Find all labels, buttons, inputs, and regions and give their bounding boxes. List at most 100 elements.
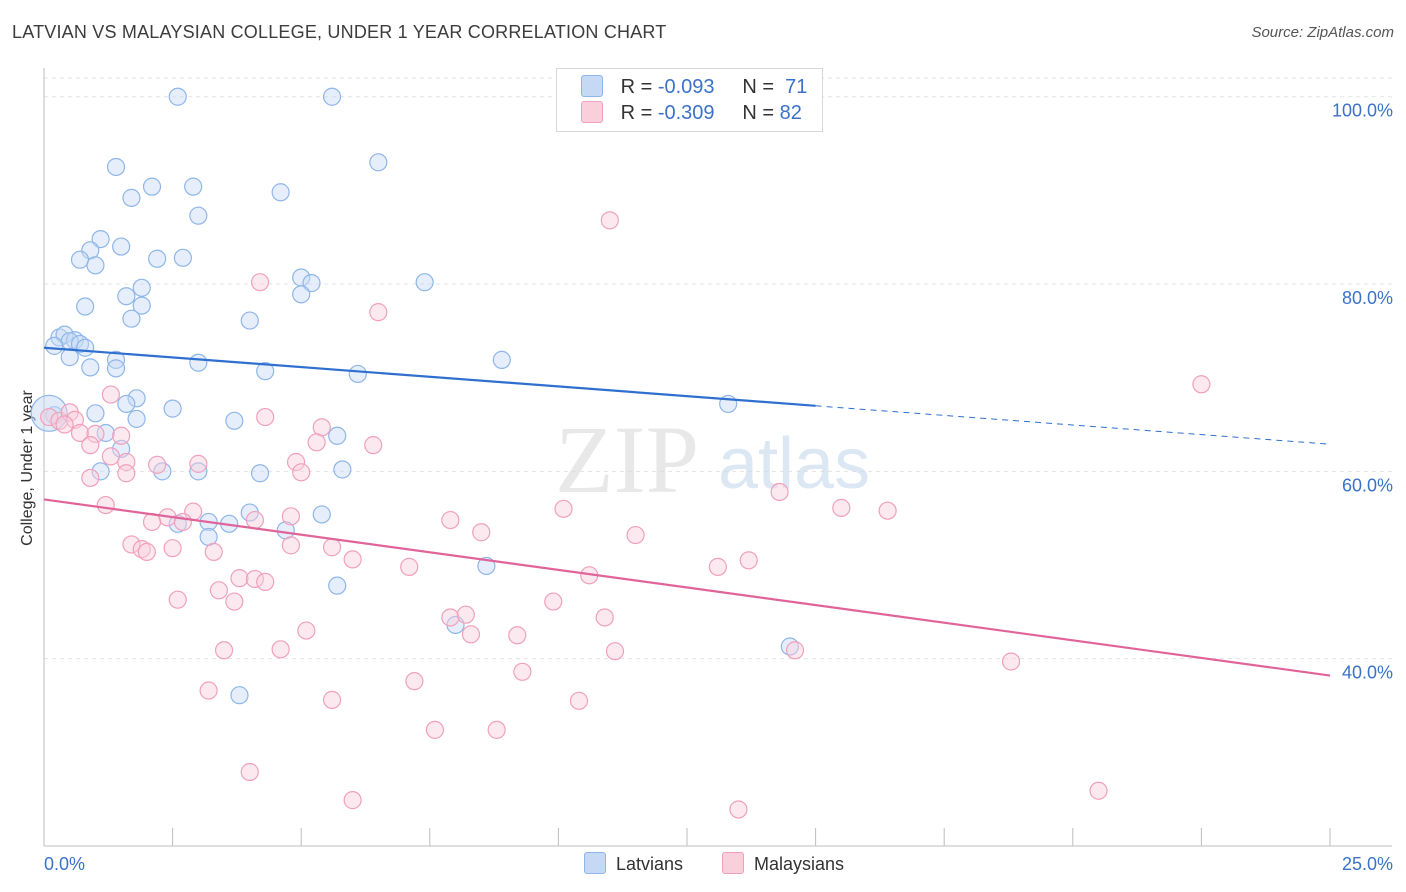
bottom-legend-latvians: Latvians bbox=[584, 852, 683, 875]
watermark-atlas: atlas bbox=[718, 424, 870, 504]
latvians-trend-extension bbox=[815, 405, 1331, 445]
trend-lines bbox=[43, 346, 1331, 677]
malaysians-point bbox=[1001, 652, 1021, 671]
malaysians-point bbox=[739, 551, 758, 570]
latvians-point bbox=[250, 464, 270, 483]
malaysians-point bbox=[472, 523, 491, 542]
latvians-point bbox=[230, 686, 249, 705]
latvians-point bbox=[189, 462, 208, 481]
latvians-point bbox=[256, 362, 275, 381]
malaysians-point bbox=[199, 681, 218, 700]
latvians-point bbox=[348, 364, 367, 384]
legend-n-value: 82 bbox=[779, 102, 802, 124]
malaysians-point bbox=[729, 800, 748, 819]
malaysians-point bbox=[343, 791, 362, 810]
latvians-point bbox=[328, 576, 347, 595]
malaysians-point bbox=[425, 720, 445, 739]
malaysians-point bbox=[708, 557, 727, 576]
malaysians-point bbox=[132, 540, 151, 559]
malaysians-point bbox=[343, 550, 362, 569]
latvians-point bbox=[86, 404, 105, 423]
malaysians-point bbox=[441, 608, 460, 627]
y-tick-label: 80.0% bbox=[1342, 288, 1393, 308]
latvians-point bbox=[328, 426, 347, 445]
latvians-point bbox=[70, 250, 90, 269]
malaysians-point bbox=[513, 662, 532, 681]
malaysians-point bbox=[81, 468, 100, 488]
malaysians-point bbox=[163, 539, 182, 558]
malaysians-point bbox=[225, 592, 244, 611]
malaysians-point bbox=[770, 482, 789, 502]
latvians-point bbox=[168, 87, 187, 106]
malaysians-point bbox=[878, 501, 897, 520]
latvians-point bbox=[148, 249, 167, 268]
malaysians-point bbox=[173, 512, 192, 532]
latvians-point bbox=[322, 87, 342, 106]
malaysians-point bbox=[286, 452, 306, 472]
latvians-point bbox=[45, 336, 64, 355]
malaysians-point bbox=[487, 720, 506, 739]
y-tick-label: 60.0% bbox=[1342, 475, 1393, 495]
malaysians-point bbox=[322, 538, 342, 557]
legend-r-value: -0.309 bbox=[657, 102, 715, 124]
malaysians-point bbox=[569, 691, 589, 710]
latvians-point bbox=[112, 237, 131, 256]
latvians-point bbox=[189, 353, 208, 372]
malaysians-point bbox=[405, 672, 424, 691]
bottom-legend-label-malaysians: Malaysians bbox=[754, 854, 845, 874]
malaysians-point bbox=[240, 762, 259, 782]
latvians-point bbox=[369, 153, 388, 172]
malaysians-point bbox=[1192, 375, 1211, 394]
malaysians-point bbox=[292, 463, 311, 482]
malaysians-point bbox=[281, 536, 301, 555]
malaysians-point bbox=[595, 608, 614, 627]
latvians-point bbox=[122, 188, 141, 207]
legend-swatch-latvians bbox=[581, 75, 603, 97]
latvians-point bbox=[302, 274, 321, 293]
source-label: Source: ZipAtlas.com bbox=[1251, 24, 1394, 41]
malaysians-point bbox=[256, 572, 275, 591]
y-tick-label: 100.0% bbox=[1332, 101, 1393, 121]
malaysians-point bbox=[832, 498, 851, 517]
malaysians-point bbox=[81, 436, 100, 455]
latvians-trend-line bbox=[43, 346, 816, 407]
axes bbox=[43, 68, 1392, 847]
malaysians-point bbox=[461, 625, 481, 644]
x-tick-label: 25.0% bbox=[1342, 854, 1393, 874]
malaysians-point bbox=[55, 415, 74, 434]
latvians-point bbox=[415, 273, 434, 292]
latvians-point bbox=[163, 399, 182, 418]
latvians-point bbox=[106, 359, 126, 378]
latvians-point bbox=[91, 462, 110, 481]
latvians-point bbox=[333, 460, 352, 479]
malaysians-point bbox=[1089, 781, 1108, 800]
legend-n-label: N = bbox=[742, 102, 775, 124]
legend-n-value: 71 bbox=[785, 76, 808, 98]
malaysians-points bbox=[40, 211, 1211, 819]
latvians-point bbox=[312, 505, 331, 524]
malaysians-point bbox=[117, 464, 136, 483]
malaysians-point bbox=[96, 495, 115, 515]
latvians-point bbox=[86, 256, 105, 275]
malaysians-point bbox=[214, 641, 234, 660]
malaysians-point bbox=[245, 569, 265, 589]
malaysians-point bbox=[297, 621, 316, 640]
malaysians-point bbox=[168, 590, 187, 609]
latvians-point bbox=[127, 389, 146, 408]
bottom-legend-swatch-latvians bbox=[584, 852, 606, 874]
malaysians-trend-line bbox=[43, 498, 1331, 677]
legend-swatch-malaysians bbox=[581, 101, 603, 123]
malaysians-point bbox=[322, 690, 342, 709]
malaysians-point bbox=[281, 507, 301, 526]
malaysians-point bbox=[189, 454, 208, 473]
tick-labels: 40.0% 60.0% 80.0% 100.0% 0.0% 25.0% bbox=[44, 101, 1393, 874]
bottom-legend-malaysians: Malaysians bbox=[722, 852, 844, 875]
malaysians-point bbox=[600, 211, 619, 230]
latvians-point bbox=[132, 278, 151, 297]
legend-n-label: N = bbox=[742, 76, 775, 98]
latvians-point bbox=[117, 287, 136, 306]
latvians-point bbox=[117, 394, 136, 414]
malaysians-point bbox=[204, 542, 223, 562]
malaysians-point bbox=[441, 510, 460, 530]
